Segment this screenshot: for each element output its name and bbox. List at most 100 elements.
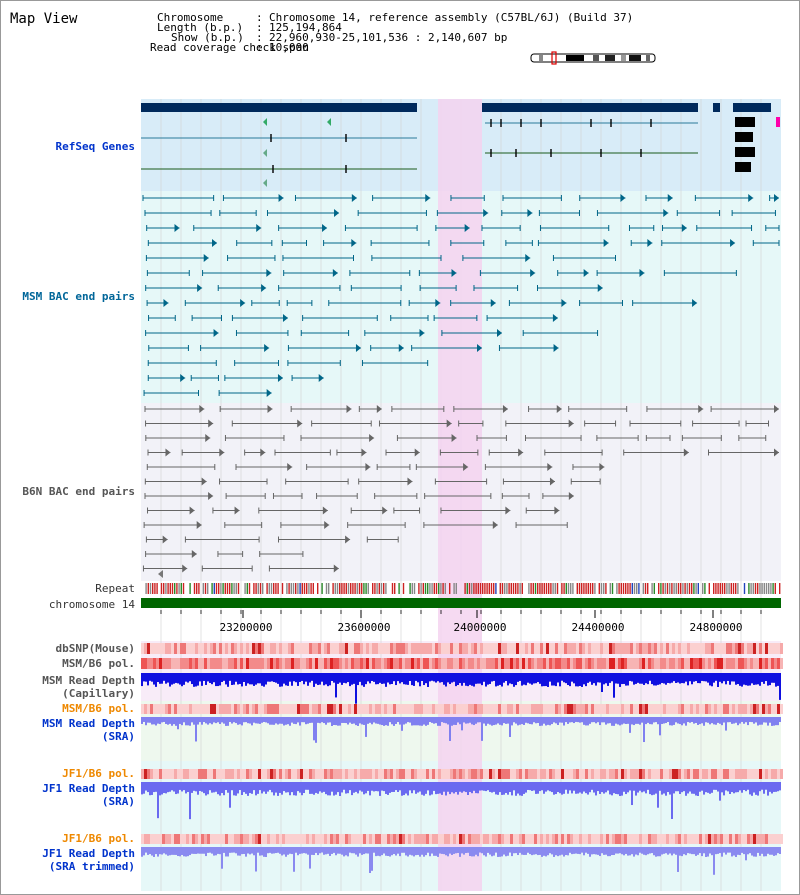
heat-cell: [237, 704, 240, 714]
heat-cell: [528, 834, 531, 844]
track-label-msm-depth-capillary-1[interactable]: MSM Read Depth: [42, 674, 135, 687]
repeat-element: [334, 583, 336, 594]
depth-bar: [695, 717, 697, 723]
heat-cell: [723, 643, 726, 654]
repeat-element: [495, 583, 497, 594]
heat-cell: [198, 643, 201, 654]
bac-end-arrow: [382, 506, 388, 515]
depth-bar: [561, 717, 563, 723]
track-label-dbsnp[interactable]: dbSNP(Mouse): [55, 642, 135, 655]
heat-cell: [264, 658, 267, 669]
heat-cell: [645, 643, 648, 654]
depth-bar: [651, 717, 653, 725]
track-label-msm-bac[interactable]: MSM BAC end pairs: [22, 290, 135, 303]
depth-bar: [623, 717, 625, 724]
depth-bar: [765, 717, 767, 723]
bac-end-arrow: [351, 239, 357, 247]
heat-cell: [381, 769, 384, 779]
depth-bar: [681, 717, 683, 726]
track-label-msm-b6-pol-2[interactable]: MSM/B6 pol.: [62, 702, 135, 715]
heat-cell: [639, 658, 642, 669]
depth-bar: [677, 717, 679, 724]
heat-cell: [141, 658, 144, 669]
bac-end-arrow: [774, 448, 779, 457]
heat-cell: [435, 704, 438, 714]
heat-cell: [438, 643, 441, 654]
depth-bar: [299, 847, 301, 854]
track-label-jf1-b6-pol-2[interactable]: JF1/B6 pol.: [62, 832, 135, 845]
track-label-refseq[interactable]: RefSeq Genes: [55, 140, 135, 153]
depth-bar: [669, 847, 671, 854]
heat-cell: [591, 769, 594, 779]
heat-cell: [186, 834, 189, 844]
heat-cell: [738, 643, 741, 654]
heat-cell: [558, 834, 561, 844]
depth-bar: [731, 717, 733, 724]
heat-cell: [189, 643, 192, 654]
track-label-jf1-depth-trim-1[interactable]: JF1 Read Depth: [42, 847, 135, 860]
depth-bar: [571, 782, 573, 794]
depth-bar: [353, 717, 355, 724]
depth-bar: [303, 847, 305, 854]
heat-cell: [750, 704, 753, 714]
depth-bar: [537, 673, 539, 683]
track-label-msm-depth-sra-1[interactable]: MSM Read Depth: [42, 717, 135, 730]
repeat-element: [592, 583, 594, 594]
heat-cell: [288, 643, 291, 654]
repeat-element: [171, 583, 174, 594]
heat-cell: [348, 643, 351, 654]
depth-bar: [625, 847, 627, 854]
depth-bar: [577, 847, 579, 854]
heat-cell: [534, 643, 537, 654]
depth-bar: [153, 673, 155, 685]
heat-cell: [489, 658, 492, 669]
heat-cell: [681, 643, 684, 654]
track-label-jf1-depth-sra-2[interactable]: (SRA): [101, 795, 135, 808]
heat-cell: [633, 658, 636, 669]
heat-cell: [297, 834, 300, 844]
depth-bar: [421, 847, 423, 855]
depth-bar: [455, 717, 457, 725]
track-label-msm-depth-sra-2[interactable]: (SRA): [101, 730, 135, 743]
heat-cell: [321, 704, 324, 714]
bac-end-arrow: [683, 448, 689, 457]
depth-bar: [541, 847, 543, 857]
depth-bar: [331, 717, 333, 726]
heat-cell: [150, 834, 153, 844]
heat-cell: [708, 643, 711, 654]
track-label-jf1-b6-pol[interactable]: JF1/B6 pol.: [62, 767, 135, 780]
depth-bar: [363, 717, 365, 725]
heat-cell: [339, 704, 342, 714]
depth-bar: [467, 717, 469, 724]
depth-bar: [381, 847, 383, 856]
heat-cell: [741, 834, 744, 844]
heat-cell: [516, 834, 519, 844]
track-label-b6n-bac[interactable]: B6N BAC end pairs: [22, 485, 135, 498]
depth-bar: [707, 782, 709, 793]
track-label-msm-depth-capillary-2[interactable]: (Capillary): [62, 687, 135, 700]
repeat-element: [473, 583, 475, 594]
depth-bar: [341, 717, 343, 723]
track-label-jf1-depth-sra-1[interactable]: JF1 Read Depth: [42, 782, 135, 795]
track-label-chromosome: chromosome 14: [48, 598, 135, 611]
heat-cell: [306, 704, 309, 714]
depth-bar: [497, 673, 499, 686]
track-label-jf1-depth-trim-2[interactable]: (SRA trimmed): [48, 860, 135, 873]
repeat-element: [163, 583, 165, 594]
depth-bar: [399, 717, 401, 725]
heat-cell: [609, 834, 612, 844]
depth-bar: [321, 717, 323, 723]
heat-cell: [762, 834, 765, 844]
depth-bar: [189, 782, 191, 820]
depth-bar: [471, 717, 473, 725]
heat-cell: [744, 769, 747, 779]
heat-cell: [684, 643, 687, 654]
track-label-msm-b6-pol[interactable]: MSM/B6 pol.: [62, 657, 135, 670]
heat-cell: [198, 834, 201, 844]
heat-cell: [714, 643, 717, 654]
heat-cell: [288, 834, 291, 844]
depth-bar: [179, 673, 181, 685]
depth-bar: [609, 673, 611, 683]
depth-bar: [669, 717, 671, 726]
